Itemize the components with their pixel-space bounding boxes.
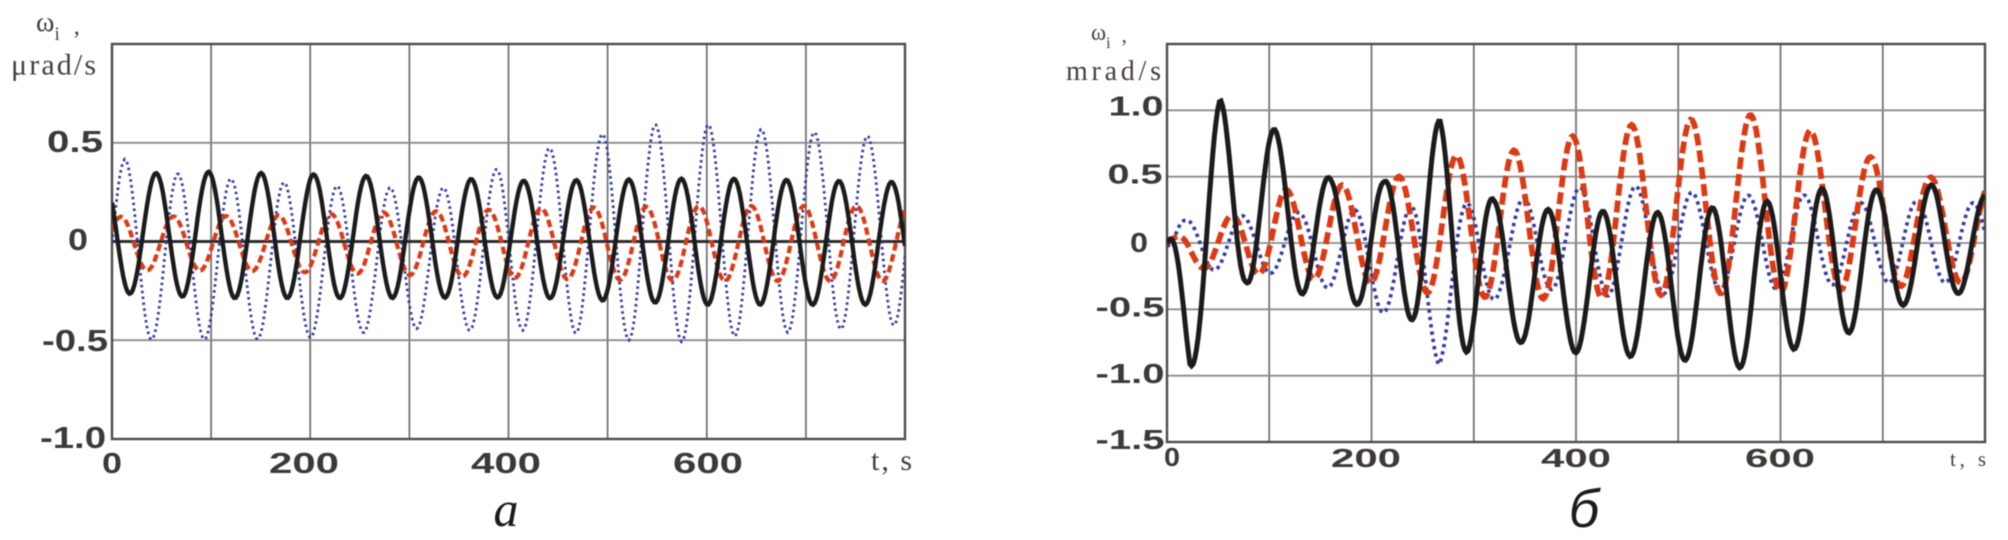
svg-text:а: а	[494, 481, 519, 537]
svg-text:200: 200	[269, 448, 339, 480]
svg-text:t, s: t, s	[1950, 447, 1986, 471]
svg-text:0: 0	[68, 222, 88, 257]
svg-text:0: 0	[102, 448, 122, 480]
svg-text:-0.5: -0.5	[42, 323, 108, 358]
svg-text:0.5: 0.5	[47, 124, 103, 159]
svg-text:0.5: 0.5	[1108, 159, 1163, 190]
svg-text:1.0: 1.0	[1109, 91, 1164, 122]
svg-text:0: 0	[1164, 442, 1180, 472]
svg-text:-1.5: -1.5	[1096, 424, 1165, 455]
svg-text:-0.5: -0.5	[1096, 292, 1165, 323]
svg-text:-1.0: -1.0	[40, 420, 106, 455]
svg-text:б: б	[1569, 479, 1601, 539]
svg-text:600: 600	[1745, 443, 1815, 473]
svg-text:ωi,: ωi,	[36, 7, 80, 45]
svg-text:400: 400	[1541, 443, 1611, 473]
svg-text:ωi,: ωi,	[1091, 20, 1127, 52]
svg-text:-1.0: -1.0	[1096, 358, 1165, 389]
svg-text:600: 600	[673, 448, 743, 480]
svg-text:200: 200	[1331, 443, 1401, 473]
svg-text:0: 0	[1130, 227, 1148, 258]
svg-text:mrad/s: mrad/s	[1066, 56, 1161, 87]
svg-text:μrad/s: μrad/s	[11, 49, 96, 82]
svg-text:400: 400	[471, 448, 541, 480]
svg-text:t, s: t, s	[871, 444, 912, 477]
